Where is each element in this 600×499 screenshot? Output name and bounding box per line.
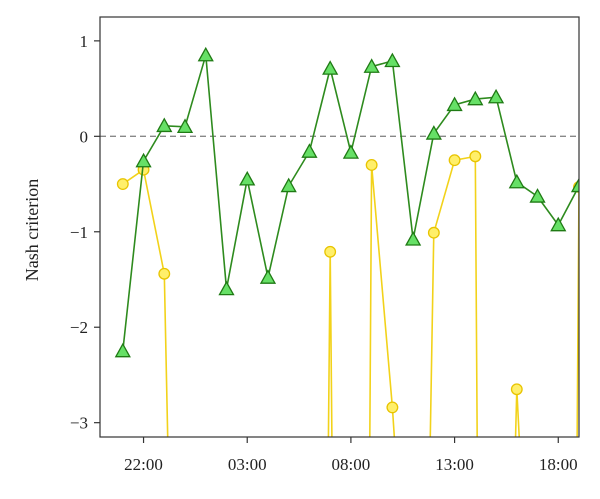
y-axis-title: Nash criterion <box>22 179 42 281</box>
circle-data-point <box>116 178 129 190</box>
circle-data-point <box>427 226 440 239</box>
triangle-data-point <box>259 269 277 284</box>
x-tick-label: 22:00 <box>124 455 163 474</box>
triangle-data-point <box>156 117 173 133</box>
circle-data-point <box>324 245 337 258</box>
circle-series-line <box>369 164 396 437</box>
circle-data-point <box>365 159 378 171</box>
triangle-data-point <box>280 177 297 193</box>
triangle-data-point <box>405 231 422 246</box>
x-tick-label: 13:00 <box>435 455 474 474</box>
triangle-data-point <box>570 177 579 193</box>
triangle-data-point <box>239 170 256 186</box>
y-tick-label: −2 <box>70 318 88 337</box>
triangle-data-point <box>467 90 484 106</box>
x-tick-label: 08:00 <box>332 455 371 474</box>
triangle-data-point <box>342 144 360 159</box>
y-tick-label: 0 <box>80 127 89 146</box>
circle-series-line <box>514 389 521 437</box>
x-tick-label: 03:00 <box>228 455 267 474</box>
circle-series-line <box>429 155 478 437</box>
y-axis: 1 0 −1 −2 −3 <box>70 32 100 433</box>
triangle-data-point <box>322 60 339 75</box>
circle-data-point <box>469 150 482 163</box>
triangle-data-point <box>550 216 567 232</box>
triangle-data-point <box>301 143 318 158</box>
circle-data-point <box>448 154 461 167</box>
circle-series-line <box>327 251 333 437</box>
circle-series-line <box>122 168 169 437</box>
triangle-data-point <box>384 52 401 68</box>
triangle-series <box>114 46 600 358</box>
triangle-data-point <box>197 46 214 62</box>
triangle-data-point <box>593 275 600 288</box>
triangle-data-point <box>446 96 463 112</box>
plot-frame <box>99 16 580 438</box>
y-tick-label: −3 <box>70 414 88 433</box>
triangle-data-point <box>425 125 442 140</box>
circle-data-point <box>594 208 600 219</box>
circle-series <box>116 150 600 437</box>
y-tick-label: 1 <box>80 32 89 51</box>
circle-data-point <box>158 267 171 280</box>
triangle-data-point <box>114 342 131 358</box>
circle-data-point <box>510 383 523 396</box>
circle-series-line <box>576 184 579 437</box>
triangle-data-point <box>176 118 194 134</box>
triangle-series-line <box>122 54 579 352</box>
x-tick-label: 18:00 <box>539 455 578 474</box>
triangle-data-point <box>218 280 235 296</box>
plot-area <box>100 46 600 437</box>
triangle-data-point <box>135 152 152 168</box>
x-axis: 22:00 03:00 08:00 13:00 18:00 <box>124 437 578 474</box>
circle-data-point <box>386 401 399 414</box>
y-tick-label: −1 <box>70 223 88 242</box>
triangle-data-point <box>487 88 505 104</box>
triangle-data-point <box>529 188 546 203</box>
triangle-data-point <box>508 173 525 189</box>
triangle-data-point <box>363 58 380 73</box>
